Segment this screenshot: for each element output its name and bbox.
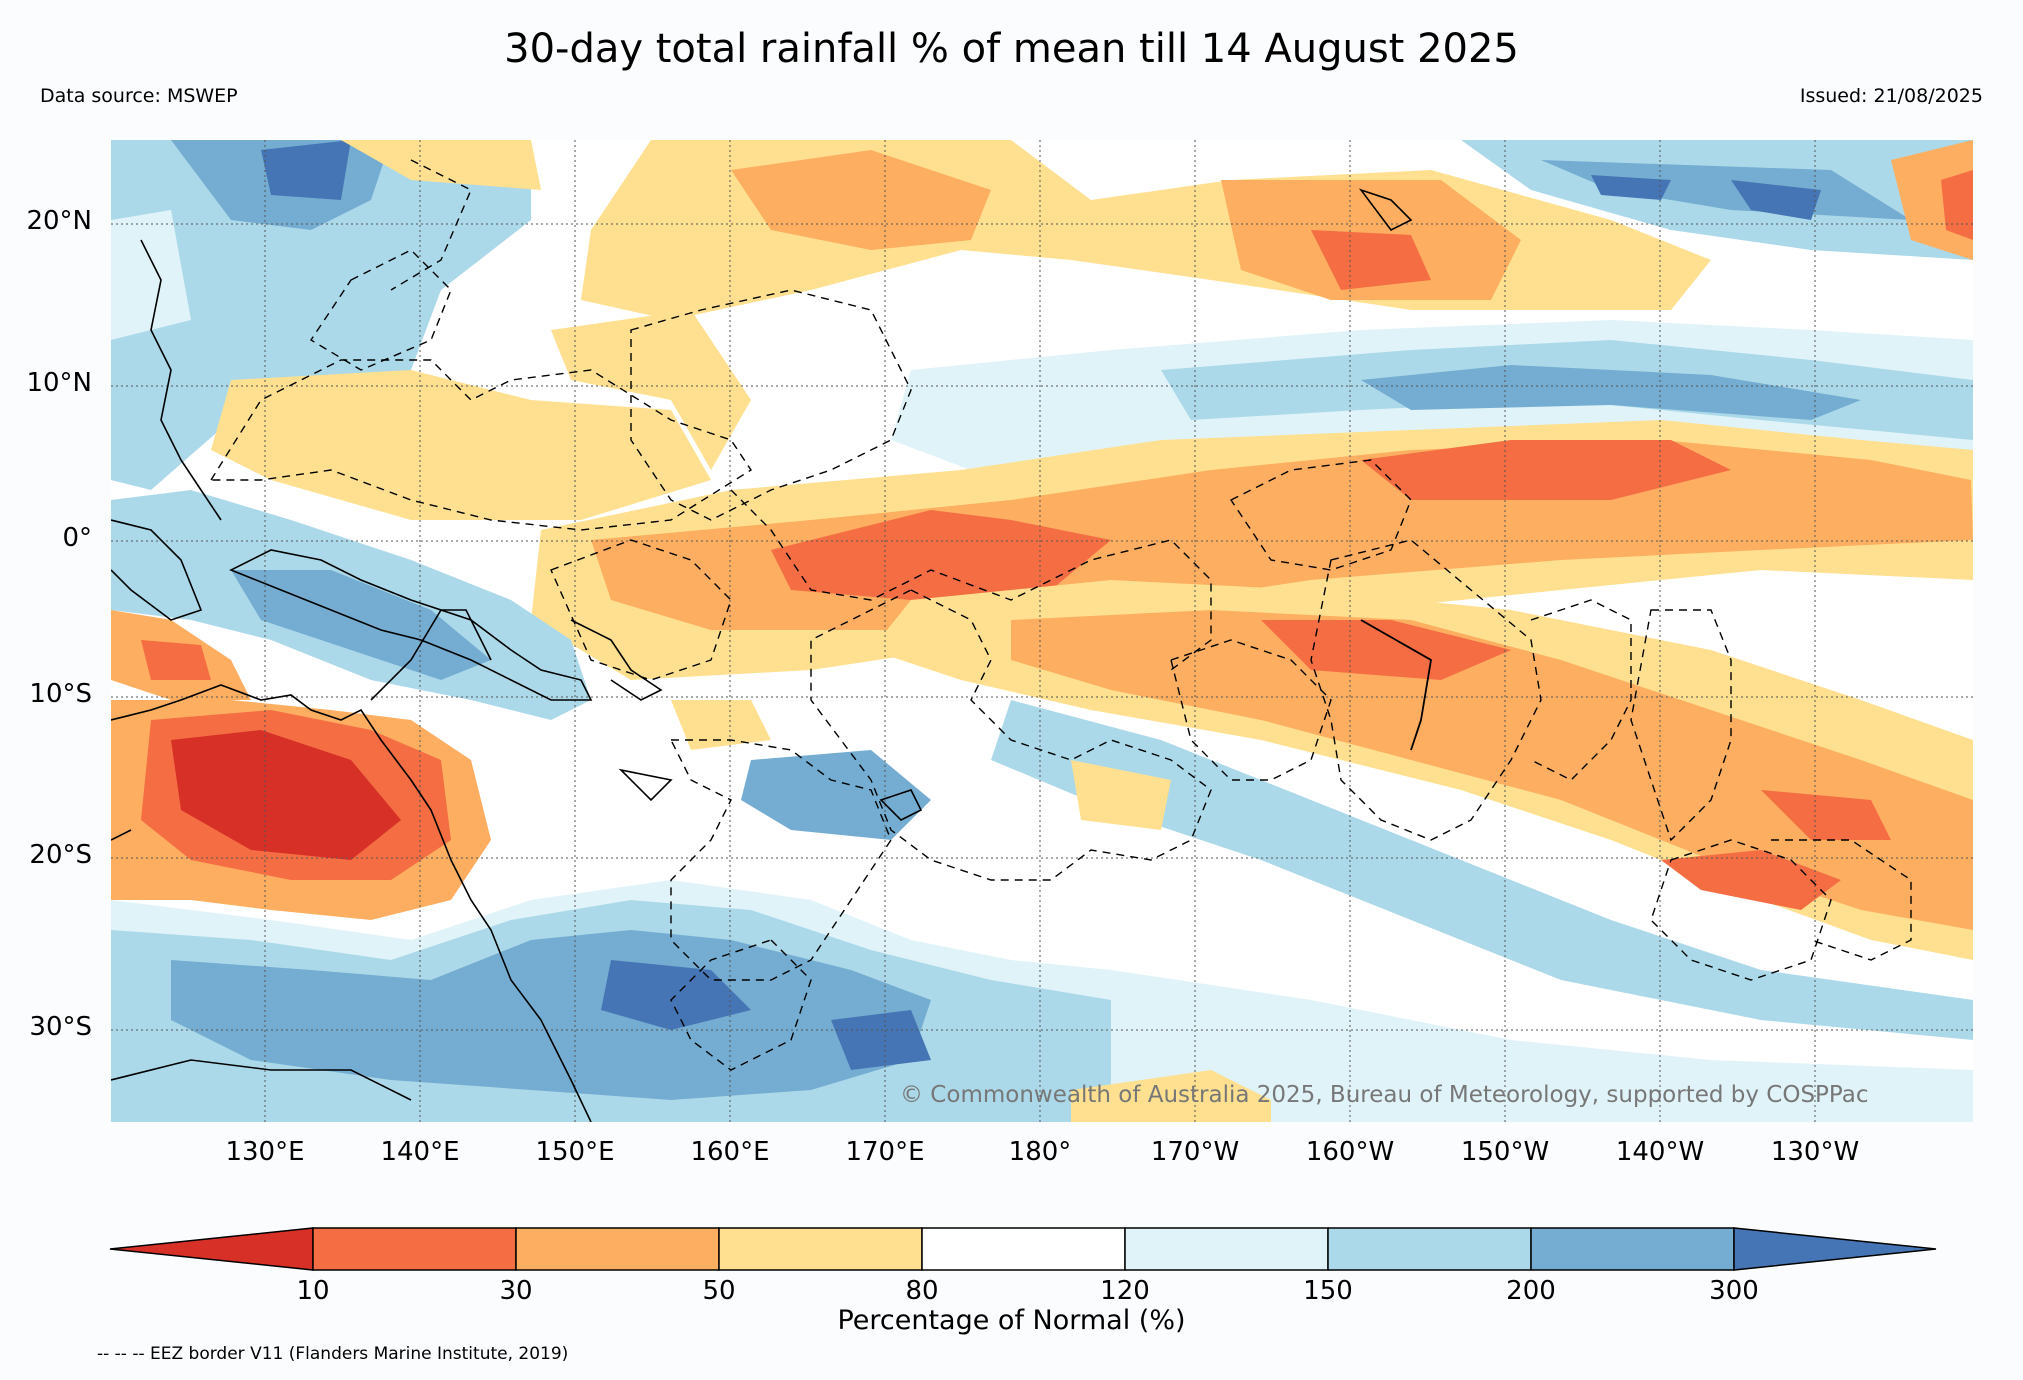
lat-label: 10°N: [26, 368, 92, 398]
issued-date-label: Issued: 21/08/2025: [1799, 85, 1983, 107]
copyright-notice: © Commonwealth of Australia 2025, Bureau…: [900, 1082, 1869, 1108]
eez-borders: [209, 159, 1912, 1071]
coastlines: [111, 188, 1413, 1122]
colorbar: [109, 1227, 1937, 1271]
lat-label: 20°N: [26, 206, 92, 236]
colorbar-tick-label: 50: [702, 1276, 736, 1306]
colorbar-segment: [921, 1227, 1126, 1271]
colorbar-tick-label: 300: [1709, 1276, 1759, 1306]
colorbar-segment: [1733, 1227, 1937, 1271]
colorbar-label: Percentage of Normal (%): [837, 1305, 1186, 1336]
lon-label: 140°E: [380, 1137, 460, 1167]
colorbar-segment: [312, 1227, 517, 1271]
colorbar-tick-label: 200: [1506, 1276, 1556, 1306]
rainfall-map: [111, 140, 1973, 1122]
colorbar-tick-label: 80: [905, 1276, 939, 1306]
lat-label: 10°S: [29, 679, 92, 709]
colorbar-tick-label: 120: [1100, 1276, 1150, 1306]
lon-label: 130°W: [1770, 1137, 1860, 1167]
colorbar-segment: [1530, 1227, 1735, 1271]
data-source-label: Data source: MSWEP: [40, 85, 238, 107]
colorbar-segment: [109, 1227, 314, 1271]
colorbar-tick-label: 150: [1303, 1276, 1353, 1306]
lon-label: 150°W: [1460, 1137, 1550, 1167]
lon-label: 140°W: [1615, 1137, 1705, 1167]
lon-label: 170°E: [845, 1137, 925, 1167]
lon-label: 130°E: [225, 1137, 305, 1167]
kiribati-line: [1360, 619, 1432, 751]
colorbar-segment: [718, 1227, 923, 1271]
lon-label: 150°E: [535, 1137, 615, 1167]
colorbar-tick-label: 10: [296, 1276, 330, 1306]
colorbar-tick-label: 30: [499, 1276, 533, 1306]
graticule: [111, 140, 1973, 1122]
colorbar-segment: [1124, 1227, 1329, 1271]
lon-label: 170°W: [1150, 1137, 1240, 1167]
eez-border-note: -- -- -- EEZ border V11 (Flanders Marine…: [97, 1344, 569, 1364]
colorbar-segment: [1327, 1227, 1532, 1271]
colorbar-segment: [515, 1227, 720, 1271]
lat-label: 20°S: [29, 840, 92, 870]
lon-label: 160°E: [690, 1137, 770, 1167]
lat-label: 0°: [62, 523, 92, 553]
lon-label: 160°W: [1305, 1137, 1395, 1167]
lat-label: 30°S: [29, 1012, 92, 1042]
map-title: 30-day total rainfall % of mean till 14 …: [504, 26, 1519, 72]
lon-label: 180°: [1008, 1137, 1072, 1167]
